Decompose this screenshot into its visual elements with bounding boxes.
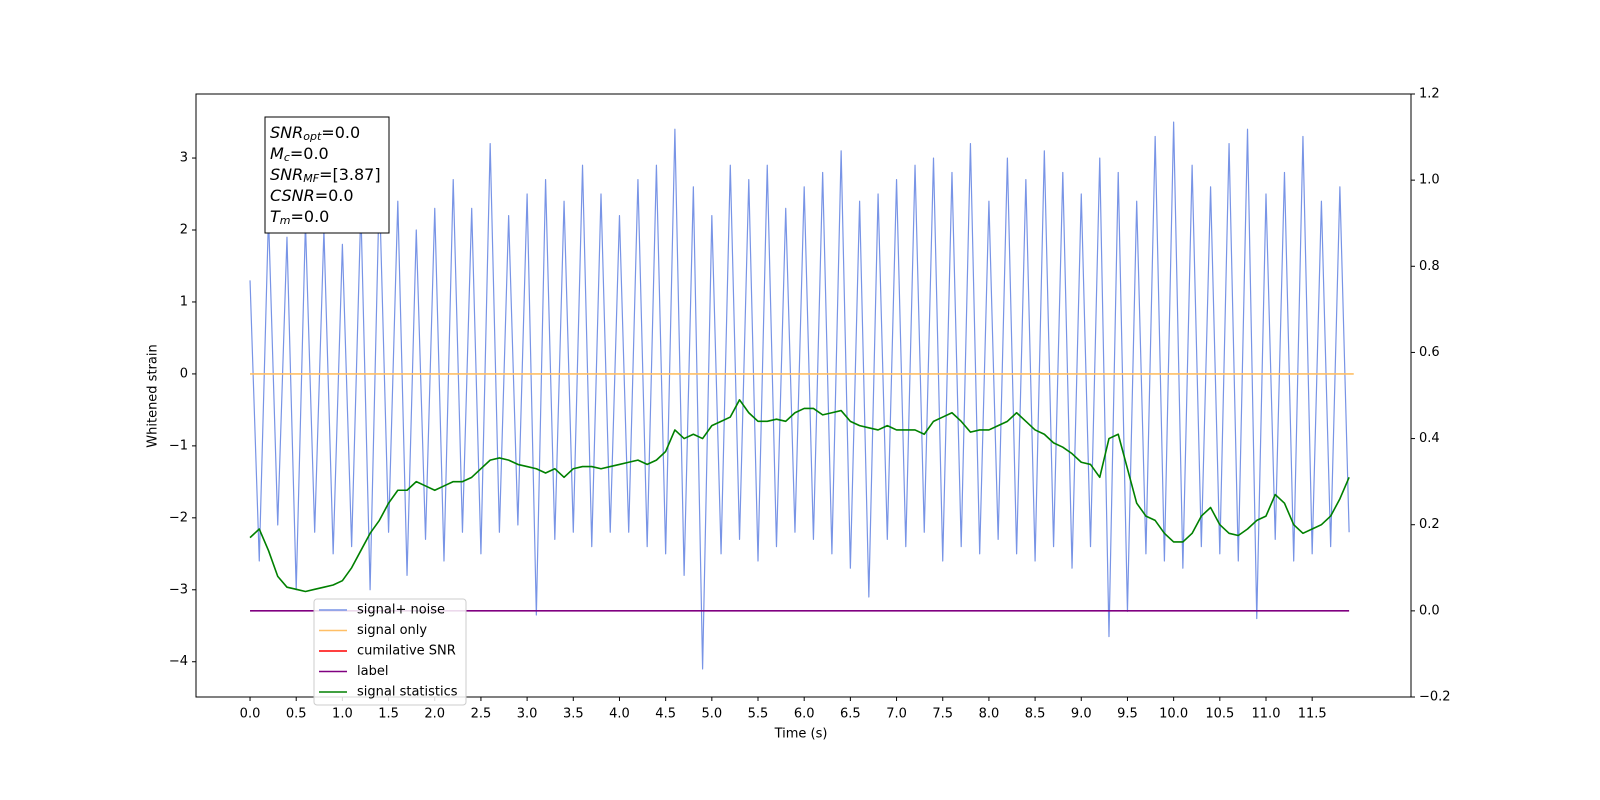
y-tick-label: −3 [169,582,188,597]
x-tick-label: 4.5 [655,707,676,722]
annotation-line: Mc=0.0 [270,144,329,165]
annotation-value: =0.0 [315,186,354,205]
x-tick-label: 6.0 [794,707,815,722]
annotation-sub: MF [303,172,319,185]
legend-label: cumilative SNR [357,644,456,659]
annotation-name: SNR [270,165,303,184]
x-tick-label: 10.5 [1205,707,1234,722]
x-tick-label: 6.5 [840,707,861,722]
y-tick-label: 3 [180,151,188,166]
y2-tick-label: 0.2 [1419,517,1440,532]
y2-tick-label: 0.0 [1419,603,1440,618]
x-tick-label: 5.5 [748,707,769,722]
annotation-box [264,116,390,234]
x-tick-label: 3.5 [563,707,584,722]
y2-tick-label: 1.0 [1419,173,1440,188]
legend-label: signal only [357,623,427,638]
annotation-line: CSNR=0.0 [270,186,354,205]
y-axis-label: Whitened strain [146,344,161,447]
y-tick-label: −2 [169,510,188,525]
legend-label: label [357,664,388,679]
annotation-line: SNRopt=0.0 [270,123,360,144]
x-tick-label: 0.0 [240,707,261,722]
y2-tick-label: 0.8 [1419,259,1440,274]
axes-frame [195,93,1412,698]
annotation-name: M [270,144,284,163]
legend-box [313,598,467,706]
legend-label: signal+ noise [357,603,445,618]
annotation-name: SNR [270,123,303,142]
x-tick-label: 3.0 [517,707,538,722]
x-tick-label: 0.5 [286,707,307,722]
x-axis-label: Time (s) [774,727,828,742]
annotation-line: Tm=0.0 [270,207,329,228]
x-tick-label: 11.0 [1252,707,1281,722]
x-tick-label: 9.0 [1071,707,1092,722]
series-line [249,399,1350,593]
x-tick-label: 7.5 [932,707,953,722]
annotation-sub: c [284,151,290,164]
x-tick-label: 5.0 [701,707,722,722]
y-tick-label: 1 [180,294,188,309]
x-tick-label: 10.0 [1159,707,1188,722]
annotation-line: SNRMF=[3.87] [270,165,381,186]
annotation-value: =0.0 [290,144,329,163]
annotation-name: CSNR [270,186,315,205]
annotation-sub: m [280,214,291,227]
y2-tick-label: −0.2 [1419,690,1451,705]
annotation-value: =0.0 [291,207,330,226]
y-tick-label: −4 [169,654,188,669]
x-tick-label: 11.5 [1298,707,1327,722]
annotation-name: T [270,207,281,226]
y2-tick-label: 1.2 [1419,87,1440,102]
y-tick-label: 0 [180,366,188,381]
legend-label: signal statistics [357,685,458,700]
y-tick-label: 2 [180,222,188,237]
x-tick-label: 2.0 [424,707,445,722]
x-tick-label: 7.0 [886,707,907,722]
annotation-sub: opt [303,130,322,143]
x-tick-label: 2.5 [471,707,492,722]
x-tick-label: 1.0 [332,707,353,722]
y2-tick-label: 0.4 [1419,431,1440,446]
series-line [249,121,1350,670]
x-tick-label: 8.5 [1025,707,1046,722]
x-tick-label: 1.5 [378,707,399,722]
x-tick-label: 4.0 [609,707,630,722]
annotation-value: =[3.87] [319,165,381,184]
x-tick-label: 9.5 [1117,707,1138,722]
annotation-value: =0.0 [321,123,360,142]
x-tick-label: 8.0 [979,707,1000,722]
y-tick-label: −1 [169,438,188,453]
y2-tick-label: 0.6 [1419,345,1440,360]
